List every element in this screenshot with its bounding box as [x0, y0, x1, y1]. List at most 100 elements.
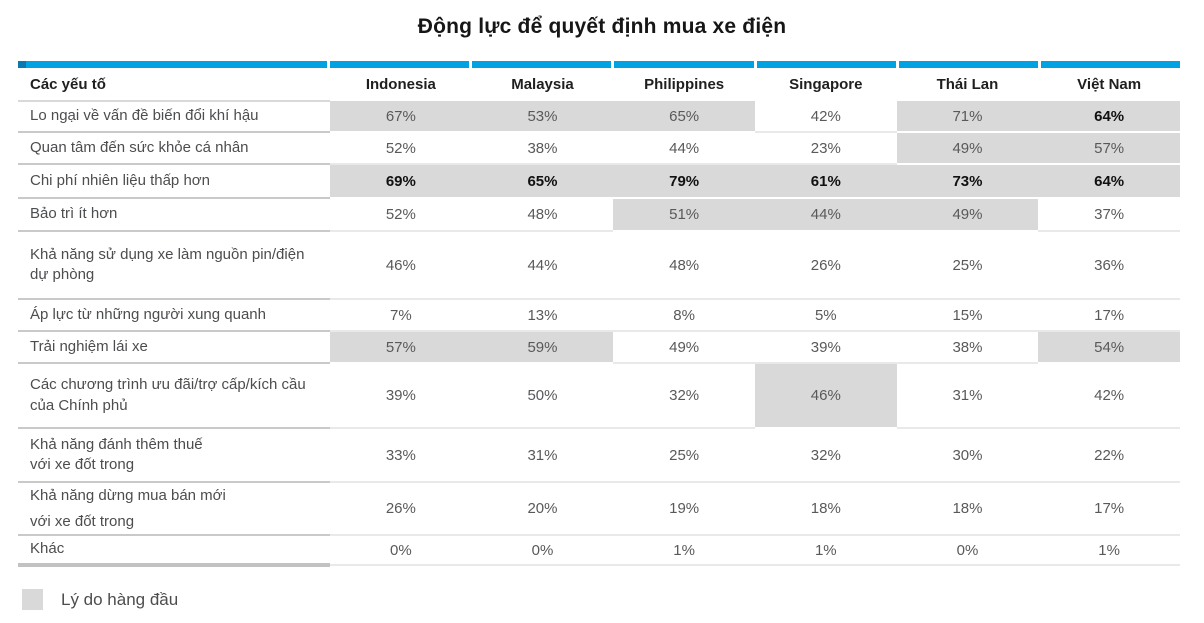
value-cell: 23% [754, 132, 897, 165]
column-header-country: Indonesia [365, 76, 436, 93]
value-cell: 25% [613, 428, 755, 483]
value-cell: 0% [896, 535, 1039, 566]
table-row: Lo ngại về vấn đề biến đổi khí hậu 67% 5… [18, 101, 1180, 133]
factor-label: Áp lực từ những người xung quanh [18, 299, 330, 332]
legend-label: Lý do hàng đầu [61, 589, 179, 609]
factor-label: Chi phí nhiên liệu thấp hơn [18, 164, 330, 199]
value-cell: 71% [896, 101, 1039, 133]
report-page: Động lực để quyết định mua xe điện Các y… [18, 15, 1186, 610]
value-cell: 51% [613, 198, 755, 232]
value-cell: 49% [613, 331, 755, 364]
factor-label: Lo ngại về vấn đề biến đổi khí hậu [18, 101, 330, 133]
value-cell: 54% [1038, 331, 1180, 364]
value-cell: 18% [754, 482, 897, 536]
factor-label: Các chương trình ưu đãi/trợ cấp/kích cầu… [18, 363, 330, 429]
column-header-country: Malaysia [511, 76, 574, 93]
value-cell: 52% [330, 198, 472, 232]
value-cell: 32% [613, 363, 755, 429]
value-cell: 46% [754, 363, 897, 429]
value-cell: 20% [471, 482, 614, 536]
value-cell: 53% [471, 101, 614, 133]
value-cell: 30% [896, 428, 1039, 483]
factor-label: Khả năng đánh thêm thuế với xe đốt trong [18, 428, 330, 483]
value-cell: 39% [754, 331, 897, 364]
accent-bar-segment [1040, 61, 1181, 68]
table-row: Bảo trì ít hơn 52% 48% 51% 44% 49% 37% [18, 198, 1180, 232]
legend: Lý do hàng đầu [22, 589, 1186, 610]
value-cell: 52% [330, 132, 472, 165]
value-cell: 57% [330, 331, 472, 364]
value-cell: 31% [896, 363, 1039, 429]
value-cell: 31% [471, 428, 614, 483]
value-cell: 7% [330, 299, 472, 332]
column-header-country: Việt Nam [1077, 76, 1142, 93]
table-row: Áp lực từ những người xung quanh 7% 13% … [18, 299, 1180, 332]
accent-bar-segment [614, 61, 754, 68]
value-cell: 64% [1038, 101, 1180, 133]
accent-bar-segment [472, 61, 612, 68]
value-cell: 38% [896, 331, 1039, 364]
column-header-country: Philippines [644, 76, 725, 93]
value-cell: 18% [896, 482, 1039, 536]
factor-label: Khả năng sử dụng xe làm nguồn pin/điện d… [18, 231, 330, 300]
value-cell: 32% [754, 428, 897, 483]
value-cell: 1% [754, 535, 897, 566]
accent-bar-segment [18, 61, 327, 68]
factor-label: Khác [18, 535, 330, 567]
accent-bar-segment [330, 61, 470, 68]
value-cell: 26% [330, 482, 472, 536]
value-cell: 69% [330, 164, 472, 199]
value-cell: 39% [330, 363, 472, 429]
value-cell: 1% [613, 535, 755, 566]
value-cell: 67% [330, 101, 472, 133]
value-cell: 33% [330, 428, 472, 483]
table-row: Khác 0% 0% 1% 1% 0% 1% [18, 535, 1180, 567]
value-cell: 0% [330, 535, 472, 566]
value-cell: 46% [330, 231, 472, 300]
value-cell: 36% [1038, 231, 1180, 300]
accent-bar [18, 61, 1181, 68]
legend-swatch [22, 589, 43, 610]
value-cell: 48% [471, 198, 614, 232]
value-cell: 25% [896, 231, 1039, 300]
table-row: Quan tâm đến sức khỏe cá nhân 52% 38% 44… [18, 132, 1180, 165]
table-row: Khả năng sử dụng xe làm nguồn pin/điện d… [18, 231, 1180, 300]
value-cell: 50% [471, 363, 614, 429]
page-title: Động lực để quyết định mua xe điện [417, 15, 787, 38]
accent-bar-segment [898, 61, 1038, 68]
table-row: Khả năng đánh thêm thuế với xe đốt trong… [18, 428, 1180, 483]
column-header-country: Thái Lan [936, 76, 999, 93]
value-cell: 17% [1038, 299, 1180, 332]
value-cell: 38% [471, 132, 614, 165]
value-cell: 15% [896, 299, 1039, 332]
value-cell: 48% [613, 231, 755, 300]
factor-label: Bảo trì ít hơn [18, 198, 330, 232]
factor-label: Quan tâm đến sức khỏe cá nhân [18, 132, 330, 165]
value-cell: 44% [613, 132, 755, 165]
factor-label: Trải nghiệm lái xe [18, 331, 330, 364]
value-cell: 19% [613, 482, 755, 536]
value-cell: 42% [1038, 363, 1180, 429]
value-cell: 22% [1038, 428, 1180, 483]
value-cell: 44% [754, 198, 897, 232]
value-cell: 26% [754, 231, 897, 300]
value-cell: 13% [471, 299, 614, 332]
table-row: Trải nghiệm lái xe 57% 59% 49% 39% 38% 5… [18, 331, 1180, 364]
value-cell: 73% [896, 164, 1039, 199]
value-cell: 57% [1038, 132, 1180, 165]
column-header-country: Singapore [789, 76, 863, 93]
value-cell: 65% [613, 101, 755, 133]
accent-bar-segment [756, 61, 896, 68]
value-cell: 49% [896, 132, 1039, 165]
value-cell: 5% [754, 299, 897, 332]
value-cell: 42% [754, 101, 897, 133]
value-cell: 65% [471, 164, 614, 199]
value-cell: 17% [1038, 482, 1180, 536]
factor-label: Khả năng dừng mua bán mới với xe đốt tro… [18, 482, 330, 536]
value-cell: 49% [896, 198, 1039, 232]
value-cell: 59% [471, 331, 614, 364]
table-row: Chi phí nhiên liệu thấp hơn 69% 65% 79% … [18, 164, 1180, 199]
value-cell: 79% [613, 164, 755, 199]
value-cell: 44% [471, 231, 614, 300]
table-row: Các chương trình ưu đãi/trợ cấp/kích cầu… [18, 363, 1180, 429]
